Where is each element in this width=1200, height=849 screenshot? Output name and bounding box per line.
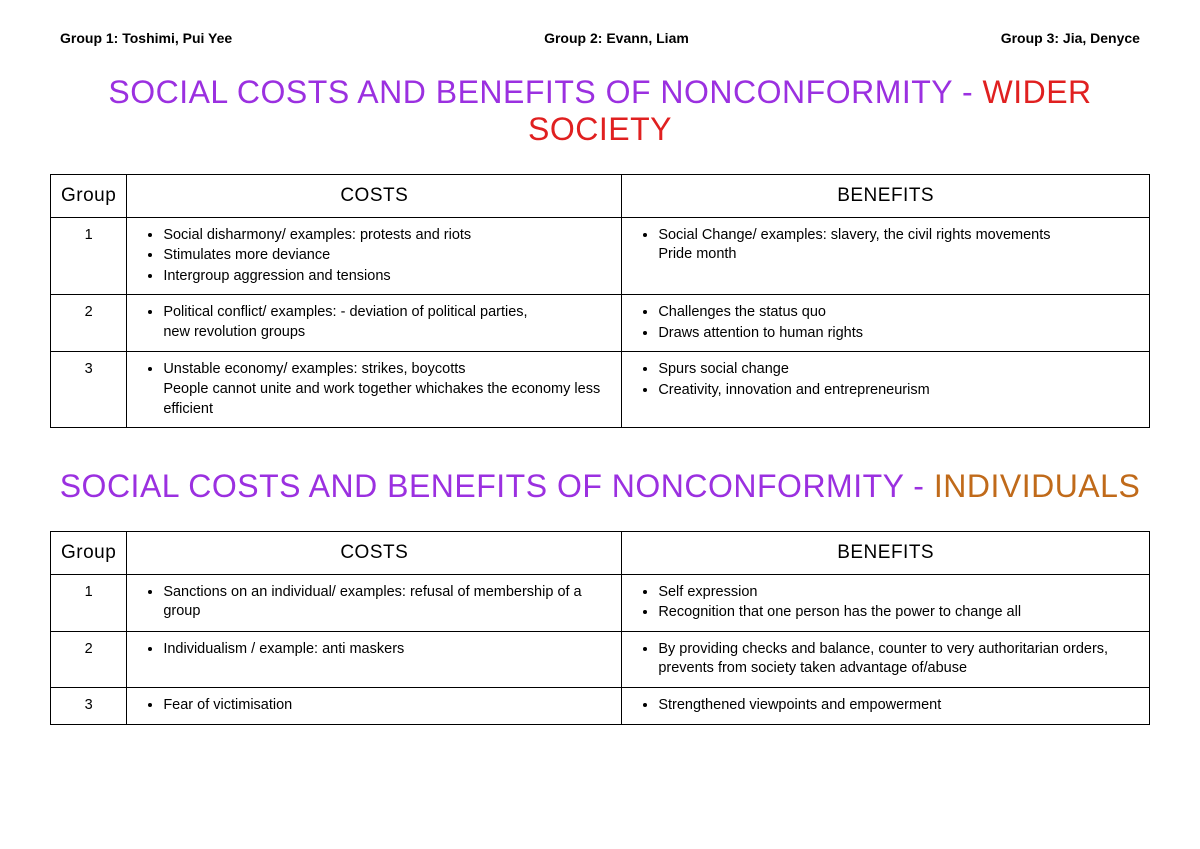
title-wider-society: SOCIAL COSTS AND BENEFITS OF NONCONFORMI… [50, 74, 1150, 148]
group3-label: Group 3: [1001, 30, 1059, 46]
benefits-cell: Challenges the status quo Draws attentio… [622, 295, 1150, 352]
list-item-continuation: new revolution groups [163, 323, 611, 343]
benefits-list: By providing checks and balance, counter… [632, 640, 1139, 679]
table-row: 3 Fear of victimisation Strengthened vie… [51, 688, 1150, 725]
list-item: Social Change/ examples: slavery, the ci… [658, 226, 1139, 265]
costs-cell: Social disharmony/ examples: protests an… [127, 217, 622, 295]
list-item: Unstable economy/ examples: strikes, boy… [163, 360, 611, 419]
table-row: 1 Social disharmony/ examples: protests … [51, 217, 1150, 295]
list-item: Social disharmony/ examples: protests an… [163, 226, 611, 246]
list-item-continuation: Pride month [658, 245, 1139, 265]
costs-cell: Political conflict/ examples: - deviatio… [127, 295, 622, 352]
list-item: Fear of victimisation [163, 696, 611, 716]
costs-list: Individualism / example: anti maskers [137, 640, 611, 660]
wider-society-table: Group COSTS BENEFITS 1 Social disharmony… [50, 174, 1150, 428]
list-item: Stimulates more deviance [163, 246, 611, 266]
group1-names: Toshimi, Pui Yee [122, 30, 232, 46]
col-benefits: BENEFITS [622, 532, 1150, 575]
list-item-text: Political conflict/ examples: - deviatio… [163, 304, 527, 320]
benefits-cell: Social Change/ examples: slavery, the ci… [622, 217, 1150, 295]
benefits-cell: Spurs social change Creativity, innovati… [622, 352, 1150, 428]
list-item-text: Unstable economy/ examples: strikes, boy… [163, 361, 465, 377]
group-number: 2 [51, 295, 127, 352]
table-row: 3 Unstable economy/ examples: strikes, b… [51, 352, 1150, 428]
group1-label: Group 1: [60, 30, 118, 46]
list-item: Recognition that one person has the powe… [658, 603, 1139, 623]
benefits-cell: By providing checks and balance, counter… [622, 631, 1150, 687]
benefits-cell: Self expression Recognition that one per… [622, 574, 1150, 631]
list-item-text: Social Change/ examples: slavery, the ci… [658, 227, 1050, 243]
group-number: 1 [51, 574, 127, 631]
group3-names: Jia, Denyce [1063, 30, 1140, 46]
title2-scope: INDIVIDUALS [934, 468, 1140, 504]
group2-label: Group 2: [544, 30, 602, 46]
table-row: 2 Individualism / example: anti maskers … [51, 631, 1150, 687]
benefits-list: Social Change/ examples: slavery, the ci… [632, 226, 1139, 265]
col-group: Group [51, 175, 127, 218]
title1-sep: - [953, 74, 983, 110]
group-number: 3 [51, 352, 127, 428]
costs-list: Political conflict/ examples: - deviatio… [137, 303, 611, 342]
table-row: 2 Political conflict/ examples: - deviat… [51, 295, 1150, 352]
col-costs: COSTS [127, 175, 622, 218]
list-item: Self expression [658, 583, 1139, 603]
groups-header: Group 1: Toshimi, Pui Yee Group 2: Evann… [50, 30, 1150, 46]
col-benefits: BENEFITS [622, 175, 1150, 218]
title1-main: SOCIAL COSTS AND BENEFITS OF NONCONFORMI… [108, 74, 952, 110]
list-item-continuation: People cannot unite and work together wh… [163, 380, 611, 419]
table-header-row: Group COSTS BENEFITS [51, 175, 1150, 218]
benefits-list: Spurs social change Creativity, innovati… [632, 360, 1139, 400]
benefits-list: Challenges the status quo Draws attentio… [632, 303, 1139, 343]
list-item: Sanctions on an individual/ examples: re… [163, 583, 611, 622]
group1-header: Group 1: Toshimi, Pui Yee [60, 30, 232, 46]
list-item: Political conflict/ examples: - deviatio… [163, 303, 611, 342]
costs-list: Social disharmony/ examples: protests an… [137, 226, 611, 287]
list-item: By providing checks and balance, counter… [658, 640, 1139, 679]
individuals-table: Group COSTS BENEFITS 1 Sanctions on an i… [50, 531, 1150, 724]
benefits-list: Self expression Recognition that one per… [632, 583, 1139, 623]
title2-main: SOCIAL COSTS AND BENEFITS OF NONCONFORMI… [60, 468, 904, 504]
col-costs: COSTS [127, 532, 622, 575]
group2-header: Group 2: Evann, Liam [544, 30, 689, 46]
group3-header: Group 3: Jia, Denyce [1001, 30, 1140, 46]
group-number: 1 [51, 217, 127, 295]
list-item: Intergroup aggression and tensions [163, 267, 611, 287]
costs-list: Fear of victimisation [137, 696, 611, 716]
table-header-row: Group COSTS BENEFITS [51, 532, 1150, 575]
col-group: Group [51, 532, 127, 575]
list-item: Creativity, innovation and entrepreneuri… [658, 381, 1139, 401]
costs-cell: Individualism / example: anti maskers [127, 631, 622, 687]
costs-cell: Sanctions on an individual/ examples: re… [127, 574, 622, 631]
list-item: Challenges the status quo [658, 303, 1139, 323]
table-row: 1 Sanctions on an individual/ examples: … [51, 574, 1150, 631]
benefits-list: Strengthened viewpoints and empowerment [632, 696, 1139, 716]
group2-names: Evann, Liam [606, 30, 688, 46]
costs-list: Sanctions on an individual/ examples: re… [137, 583, 611, 622]
list-item: Individualism / example: anti maskers [163, 640, 611, 660]
benefits-cell: Strengthened viewpoints and empowerment [622, 688, 1150, 725]
group-number: 3 [51, 688, 127, 725]
list-item: Spurs social change [658, 360, 1139, 380]
title-individuals: SOCIAL COSTS AND BENEFITS OF NONCONFORMI… [50, 468, 1150, 505]
group-number: 2 [51, 631, 127, 687]
costs-cell: Fear of victimisation [127, 688, 622, 725]
title2-sep: - [904, 468, 934, 504]
costs-list: Unstable economy/ examples: strikes, boy… [137, 360, 611, 419]
list-item: Draws attention to human rights [658, 324, 1139, 344]
costs-cell: Unstable economy/ examples: strikes, boy… [127, 352, 622, 428]
list-item: Strengthened viewpoints and empowerment [658, 696, 1139, 716]
